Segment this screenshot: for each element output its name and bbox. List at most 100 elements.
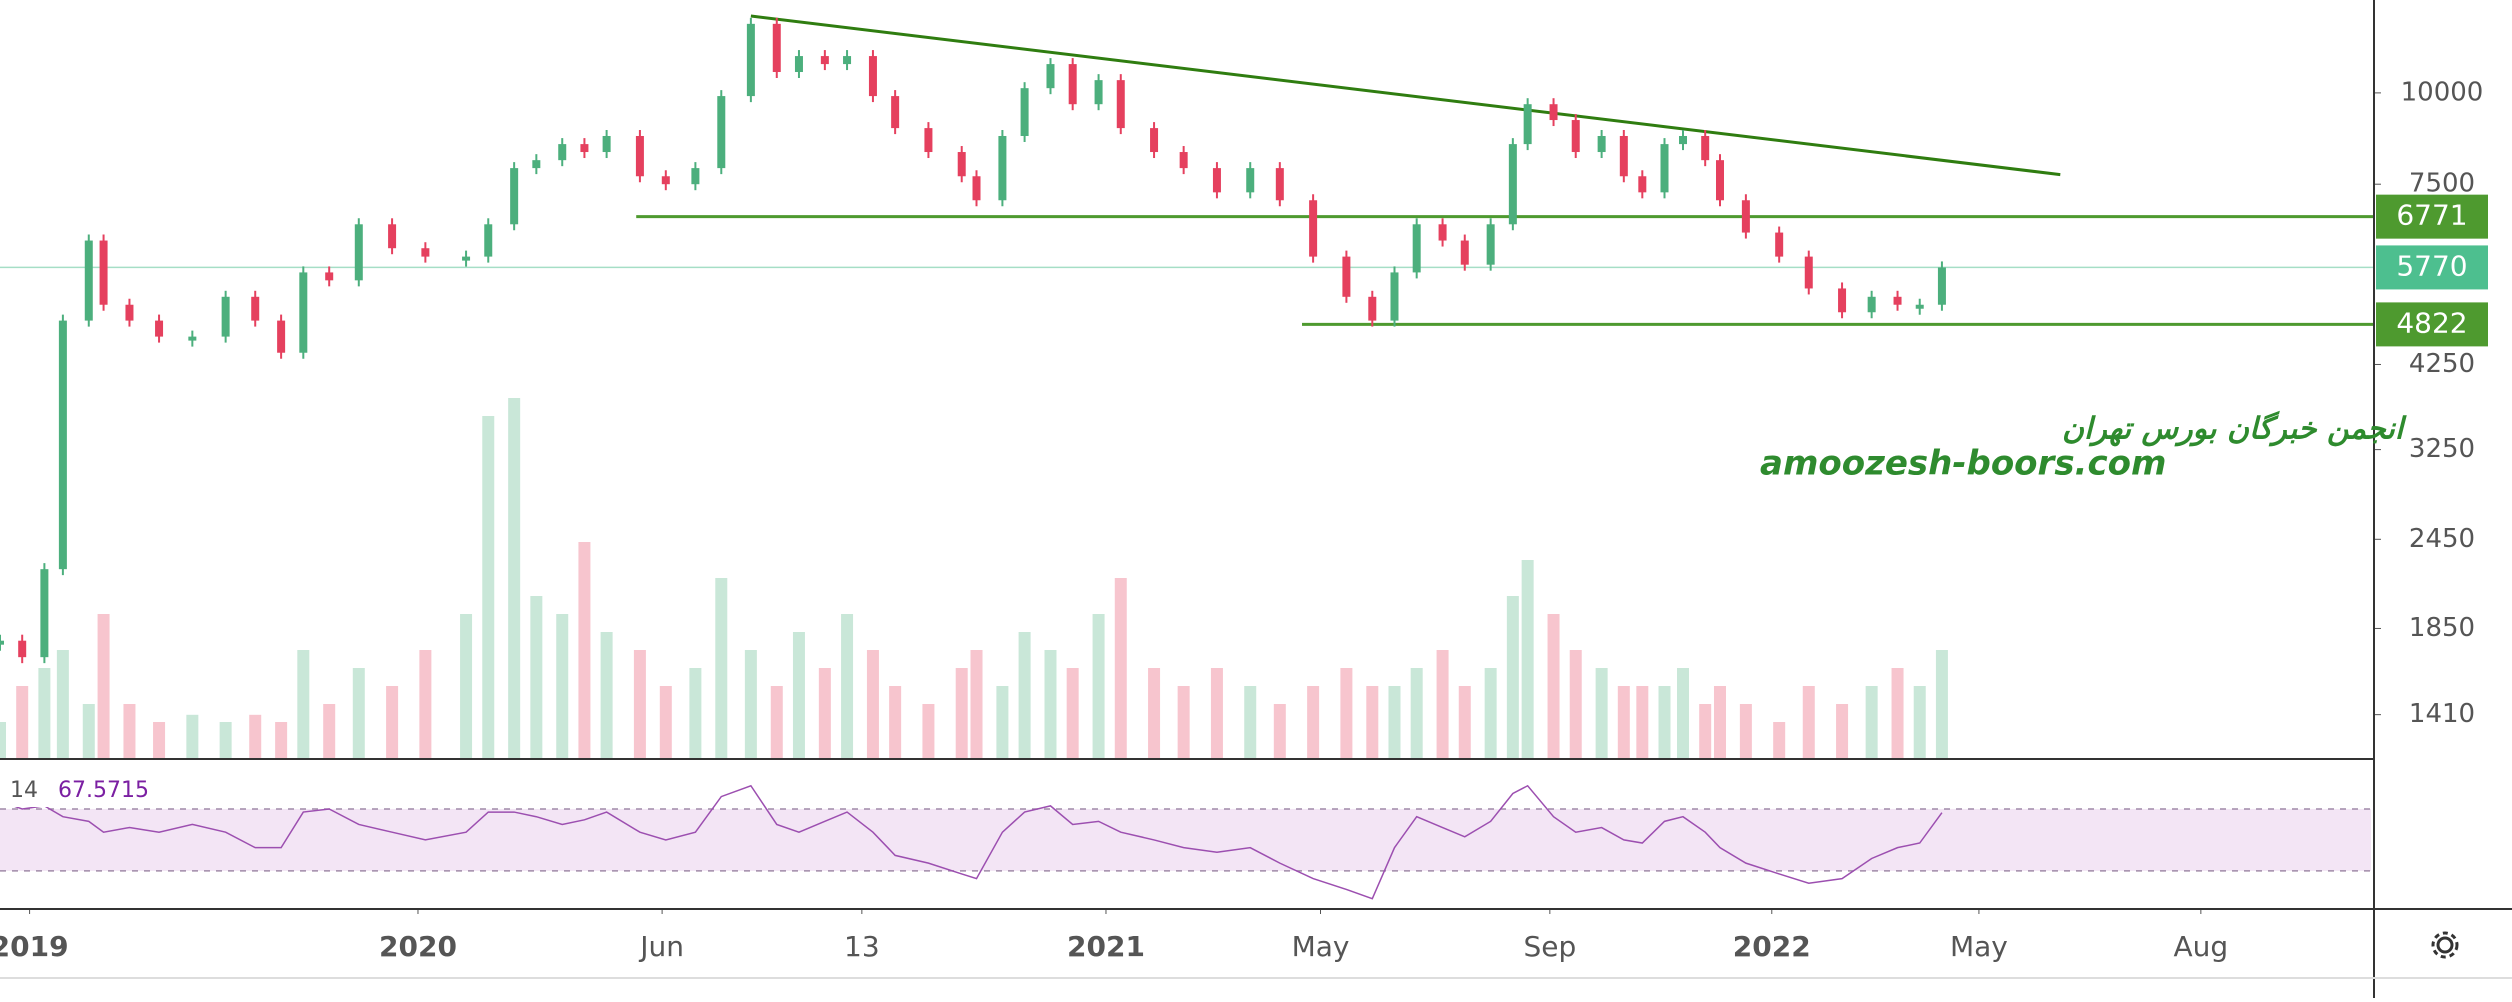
- volume-bar: [97, 614, 110, 758]
- y-tick-label: 4250: [2409, 349, 2475, 379]
- candle: [820, 56, 829, 65]
- volume-bar: [1547, 614, 1560, 758]
- candle: [40, 569, 49, 658]
- volume-bar: [1913, 686, 1926, 758]
- x-tick-label: May: [1292, 930, 1350, 963]
- volume-bar: [1458, 686, 1471, 758]
- candle: [1046, 64, 1055, 89]
- volume-bar: [460, 614, 473, 758]
- volume-bar: [275, 722, 288, 758]
- volume-bar: [153, 722, 166, 758]
- candle: [1150, 128, 1159, 153]
- volume-bar: [186, 714, 199, 758]
- candle: [1020, 88, 1029, 136]
- candle: [1460, 240, 1469, 265]
- candle: [1212, 168, 1221, 193]
- level-box: [2376, 245, 2488, 290]
- candle: [794, 56, 803, 73]
- volume-bar: [1114, 578, 1127, 758]
- candle: [221, 296, 230, 337]
- volume-bar: [1484, 668, 1497, 758]
- volume-bar: [1388, 686, 1401, 758]
- level-box: [2376, 194, 2488, 239]
- volume-bar: [56, 650, 69, 758]
- volume-bar: [1658, 686, 1671, 758]
- candle: [1412, 224, 1421, 273]
- volume-bar: [530, 596, 543, 758]
- candle: [772, 23, 781, 73]
- watermark-fa: انجمن خبرگان بورس تهران: [2062, 411, 2407, 447]
- candle: [1775, 232, 1784, 257]
- y-tick-label: 7500: [2409, 169, 2475, 199]
- candle: [1309, 200, 1318, 257]
- volume-bar: [1865, 686, 1878, 758]
- candle: [510, 168, 519, 225]
- volume-bar: [1044, 650, 1057, 758]
- candle: [1619, 135, 1628, 177]
- level-label: 4822: [2396, 306, 2467, 339]
- candle: [1549, 104, 1558, 121]
- x-tick-label: Jun: [638, 930, 684, 963]
- volume-bar: [1836, 704, 1849, 758]
- volume-bar: [600, 632, 613, 758]
- volume-bar: [82, 704, 95, 758]
- volume-bar: [1210, 668, 1223, 758]
- candle: [1638, 176, 1647, 193]
- volume-bar: [996, 686, 1009, 758]
- candle: [1660, 144, 1669, 193]
- volume-bar: [1244, 686, 1257, 758]
- level-box: [2376, 302, 2488, 347]
- volume-bar: [1148, 668, 1161, 758]
- candle: [580, 144, 589, 153]
- candle: [99, 240, 108, 305]
- candle: [661, 176, 670, 185]
- candle: [1094, 80, 1103, 105]
- candle: [1068, 64, 1077, 105]
- candle: [299, 272, 308, 353]
- x-tick-label: 2019: [0, 930, 69, 963]
- rsi-line: [0, 784, 1943, 900]
- rsi-band: [0, 808, 2371, 871]
- candle: [972, 176, 981, 201]
- settings-icon[interactable]: [2431, 931, 2459, 959]
- candle: [1342, 256, 1351, 297]
- candle: [1390, 272, 1399, 321]
- y-tick-label: 1850: [2409, 613, 2475, 643]
- candle: [1438, 224, 1447, 241]
- volume-bar: [1340, 668, 1353, 758]
- candle: [1838, 288, 1847, 313]
- volume-bar: [249, 714, 262, 758]
- candle: [691, 168, 700, 185]
- candle: [1486, 224, 1495, 265]
- y-tick-label: 3250: [2409, 434, 2475, 464]
- volume-bar: [1739, 704, 1752, 758]
- candle: [155, 320, 164, 337]
- candle: [957, 152, 966, 177]
- candle: [1116, 80, 1125, 129]
- candle: [891, 96, 900, 129]
- x-tick-label: May: [1950, 930, 2008, 963]
- volume-bar: [633, 650, 646, 758]
- candle: [325, 272, 334, 281]
- trendline: [750, 14, 2061, 177]
- candle: [1867, 296, 1876, 313]
- volume-bar: [1018, 632, 1031, 758]
- candle: [251, 296, 260, 321]
- candle: [843, 56, 852, 65]
- volume-bar: [123, 704, 136, 758]
- candle: [635, 135, 644, 177]
- candle: [1179, 152, 1188, 169]
- volume-bar: [1092, 614, 1105, 758]
- level-label: 6771: [2396, 199, 2467, 232]
- volume-bar: [1891, 668, 1904, 758]
- candle: [58, 320, 67, 570]
- candle: [462, 256, 471, 261]
- volume-bar: [970, 650, 983, 758]
- watermark-url: amoozesh-boors.com: [1760, 444, 2166, 484]
- candle: [998, 135, 1007, 201]
- candle: [125, 304, 134, 321]
- volume-bar: [1066, 668, 1079, 758]
- candle: [0, 640, 4, 645]
